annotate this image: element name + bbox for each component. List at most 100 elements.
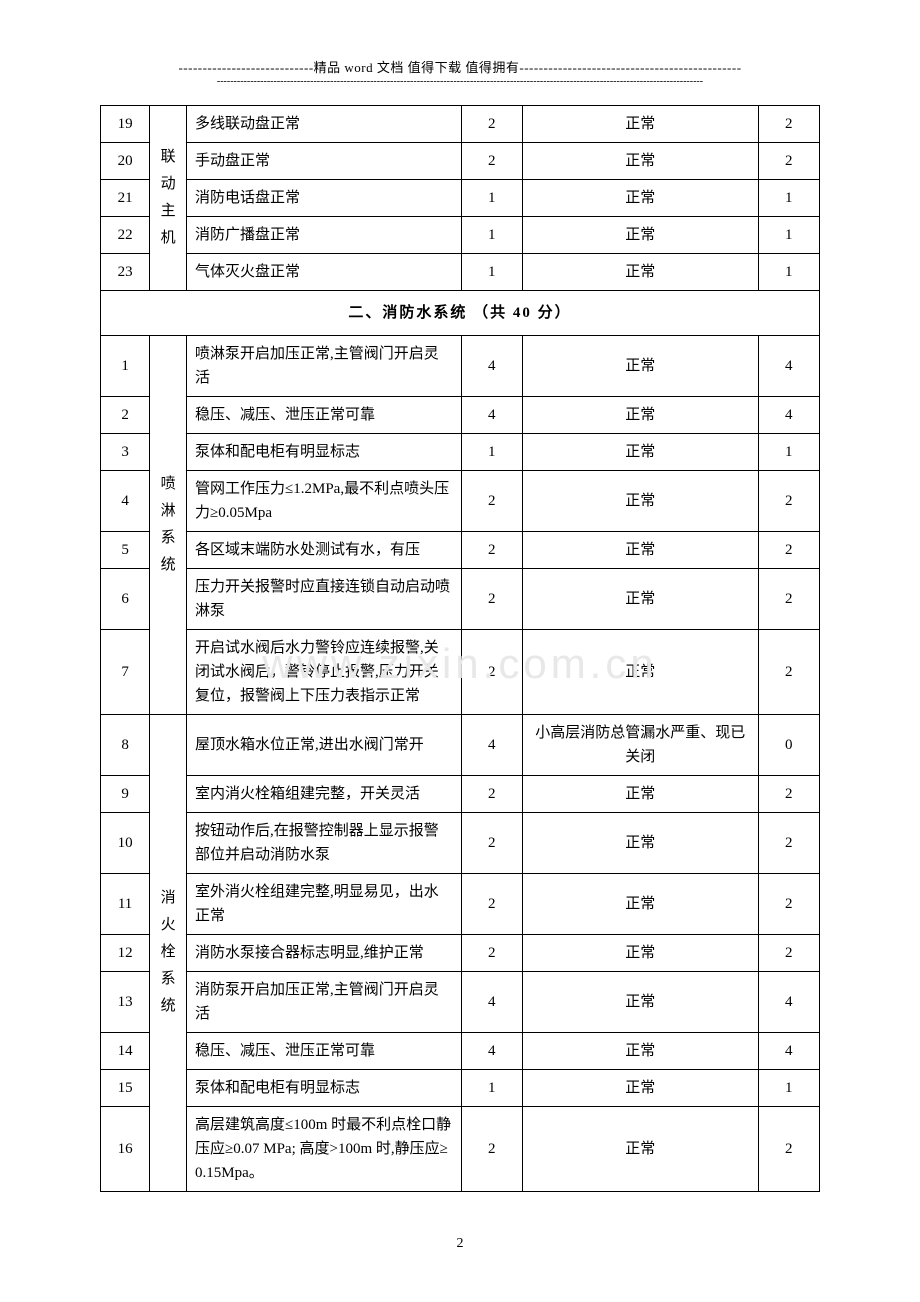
row-desc: 喷淋泵开启加压正常,主管阀门开启灵活 — [187, 335, 461, 396]
row-number: 19 — [101, 105, 150, 142]
row-number: 4 — [101, 470, 150, 531]
table-body: 19联动主机多线联动盘正常2正常220手动盘正常2正常221消防电话盘正常1正常… — [101, 105, 820, 1191]
row-desc: 消防水泵接合器标志明显,维护正常 — [187, 934, 461, 971]
table-row: 11室外消火栓组建完整,明显易见，出水正常2正常2 — [101, 873, 820, 934]
row-got: 2 — [758, 812, 820, 873]
row-score: 4 — [461, 714, 522, 775]
row-got: 1 — [758, 253, 820, 290]
category-penlin: 喷淋系统 — [150, 335, 187, 714]
table-row: 4管网工作压力≤1.2MPa,最不利点喷头压力≥0.05Mpa2正常2 — [101, 470, 820, 531]
row-number: 23 — [101, 253, 150, 290]
row-status: 正常 — [522, 531, 758, 568]
row-desc: 手动盘正常 — [187, 142, 461, 179]
row-number: 9 — [101, 775, 150, 812]
row-status: 正常 — [522, 568, 758, 629]
row-status: 正常 — [522, 775, 758, 812]
row-desc: 消防电话盘正常 — [187, 179, 461, 216]
row-number: 16 — [101, 1106, 150, 1191]
row-number: 5 — [101, 531, 150, 568]
row-desc: 各区域末端防水处测试有水，有压 — [187, 531, 461, 568]
row-status: 正常 — [522, 934, 758, 971]
table-row: 2稳压、减压、泄压正常可靠4正常4 — [101, 396, 820, 433]
row-number: 21 — [101, 179, 150, 216]
row-score: 1 — [461, 179, 522, 216]
table-row: 21消防电话盘正常1正常1 — [101, 179, 820, 216]
table-row: 8消火栓系统屋顶水箱水位正常,进出水阀门常开4小高层消防总管漏水严重、现已关闭0 — [101, 714, 820, 775]
row-got: 2 — [758, 1106, 820, 1191]
row-number: 6 — [101, 568, 150, 629]
row-desc: 消防泵开启加压正常,主管阀门开启灵活 — [187, 971, 461, 1032]
row-got: 1 — [758, 216, 820, 253]
row-number: 20 — [101, 142, 150, 179]
row-desc: 泵体和配电柜有明显标志 — [187, 433, 461, 470]
row-desc: 压力开关报警时应直接连锁自动启动喷淋泵 — [187, 568, 461, 629]
table-row: 13消防泵开启加压正常,主管阀门开启灵活4正常4 — [101, 971, 820, 1032]
row-status: 正常 — [522, 142, 758, 179]
row-number: 12 — [101, 934, 150, 971]
row-status: 正常 — [522, 971, 758, 1032]
row-status: 正常 — [522, 105, 758, 142]
row-status: 正常 — [522, 1032, 758, 1069]
row-score: 2 — [461, 531, 522, 568]
table-row: 7开启试水阀后水力警铃应连续报警,关闭试水阀后，警铃停止报警,压力开关 复位，报… — [101, 629, 820, 714]
row-desc: 稳压、减压、泄压正常可靠 — [187, 396, 461, 433]
table-row: 3泵体和配电柜有明显标志1正常1 — [101, 433, 820, 470]
row-got: 2 — [758, 105, 820, 142]
row-number: 13 — [101, 971, 150, 1032]
row-got: 1 — [758, 433, 820, 470]
row-desc: 气体灭火盘正常 — [187, 253, 461, 290]
row-score: 2 — [461, 775, 522, 812]
row-number: 3 — [101, 433, 150, 470]
row-got: 4 — [758, 335, 820, 396]
row-status: 正常 — [522, 629, 758, 714]
category-xiaohuoshuan: 消火栓系统 — [150, 714, 187, 1191]
row-number: 11 — [101, 873, 150, 934]
table-row: 9室内消火栓箱组建完整，开关灵活2正常2 — [101, 775, 820, 812]
row-desc: 多线联动盘正常 — [187, 105, 461, 142]
row-got: 4 — [758, 396, 820, 433]
document-page: ----------------------------精品 word 文档 值… — [0, 0, 920, 1302]
row-score: 4 — [461, 971, 522, 1032]
row-desc: 室外消火栓组建完整,明显易见，出水正常 — [187, 873, 461, 934]
row-desc: 稳压、减压、泄压正常可靠 — [187, 1032, 461, 1069]
row-score: 1 — [461, 1069, 522, 1106]
row-number: 8 — [101, 714, 150, 775]
page-number: 2 — [0, 1236, 920, 1252]
row-number: 1 — [101, 335, 150, 396]
row-got: 1 — [758, 179, 820, 216]
table-row: 22消防广播盘正常1正常1 — [101, 216, 820, 253]
row-desc: 高层建筑高度≤100m 时最不利点栓口静压应≥0.07 MPa; 高度>100m… — [187, 1106, 461, 1191]
row-status: 正常 — [522, 179, 758, 216]
row-score: 2 — [461, 568, 522, 629]
inspection-table: 19联动主机多线联动盘正常2正常220手动盘正常2正常221消防电话盘正常1正常… — [100, 105, 820, 1192]
row-status: 正常 — [522, 873, 758, 934]
table-row: 1喷淋系统喷淋泵开启加压正常,主管阀门开启灵活4正常4 — [101, 335, 820, 396]
row-score: 2 — [461, 873, 522, 934]
row-desc: 泵体和配电柜有明显标志 — [187, 1069, 461, 1106]
row-desc: 屋顶水箱水位正常,进出水阀门常开 — [187, 714, 461, 775]
category-liandong: 联动主机 — [150, 105, 187, 290]
header-suffix-dashes: ----------------------------------------… — [519, 60, 741, 75]
table-row: 6压力开关报警时应直接连锁自动启动喷淋泵2正常2 — [101, 568, 820, 629]
row-score: 4 — [461, 335, 522, 396]
row-status: 小高层消防总管漏水严重、现已关闭 — [522, 714, 758, 775]
row-status: 正常 — [522, 1069, 758, 1106]
row-status: 正常 — [522, 433, 758, 470]
section2-title: 二、消防水系统 （共 40 分） — [101, 290, 820, 335]
row-score: 2 — [461, 1106, 522, 1191]
table-row: 20手动盘正常2正常2 — [101, 142, 820, 179]
row-score: 2 — [461, 142, 522, 179]
row-status: 正常 — [522, 335, 758, 396]
table-row: 14稳压、减压、泄压正常可靠4正常4 — [101, 1032, 820, 1069]
row-status: 正常 — [522, 216, 758, 253]
row-desc: 按钮动作后,在报警控制器上显示报警部位并启动消防水泵 — [187, 812, 461, 873]
table-row: 12消防水泵接合器标志明显,维护正常2正常2 — [101, 934, 820, 971]
row-status: 正常 — [522, 812, 758, 873]
row-score: 1 — [461, 216, 522, 253]
row-got: 2 — [758, 142, 820, 179]
row-desc: 开启试水阀后水力警铃应连续报警,关闭试水阀后，警铃停止报警,压力开关 复位，报警… — [187, 629, 461, 714]
row-score: 4 — [461, 396, 522, 433]
row-status: 正常 — [522, 470, 758, 531]
row-score: 2 — [461, 629, 522, 714]
row-score: 2 — [461, 934, 522, 971]
